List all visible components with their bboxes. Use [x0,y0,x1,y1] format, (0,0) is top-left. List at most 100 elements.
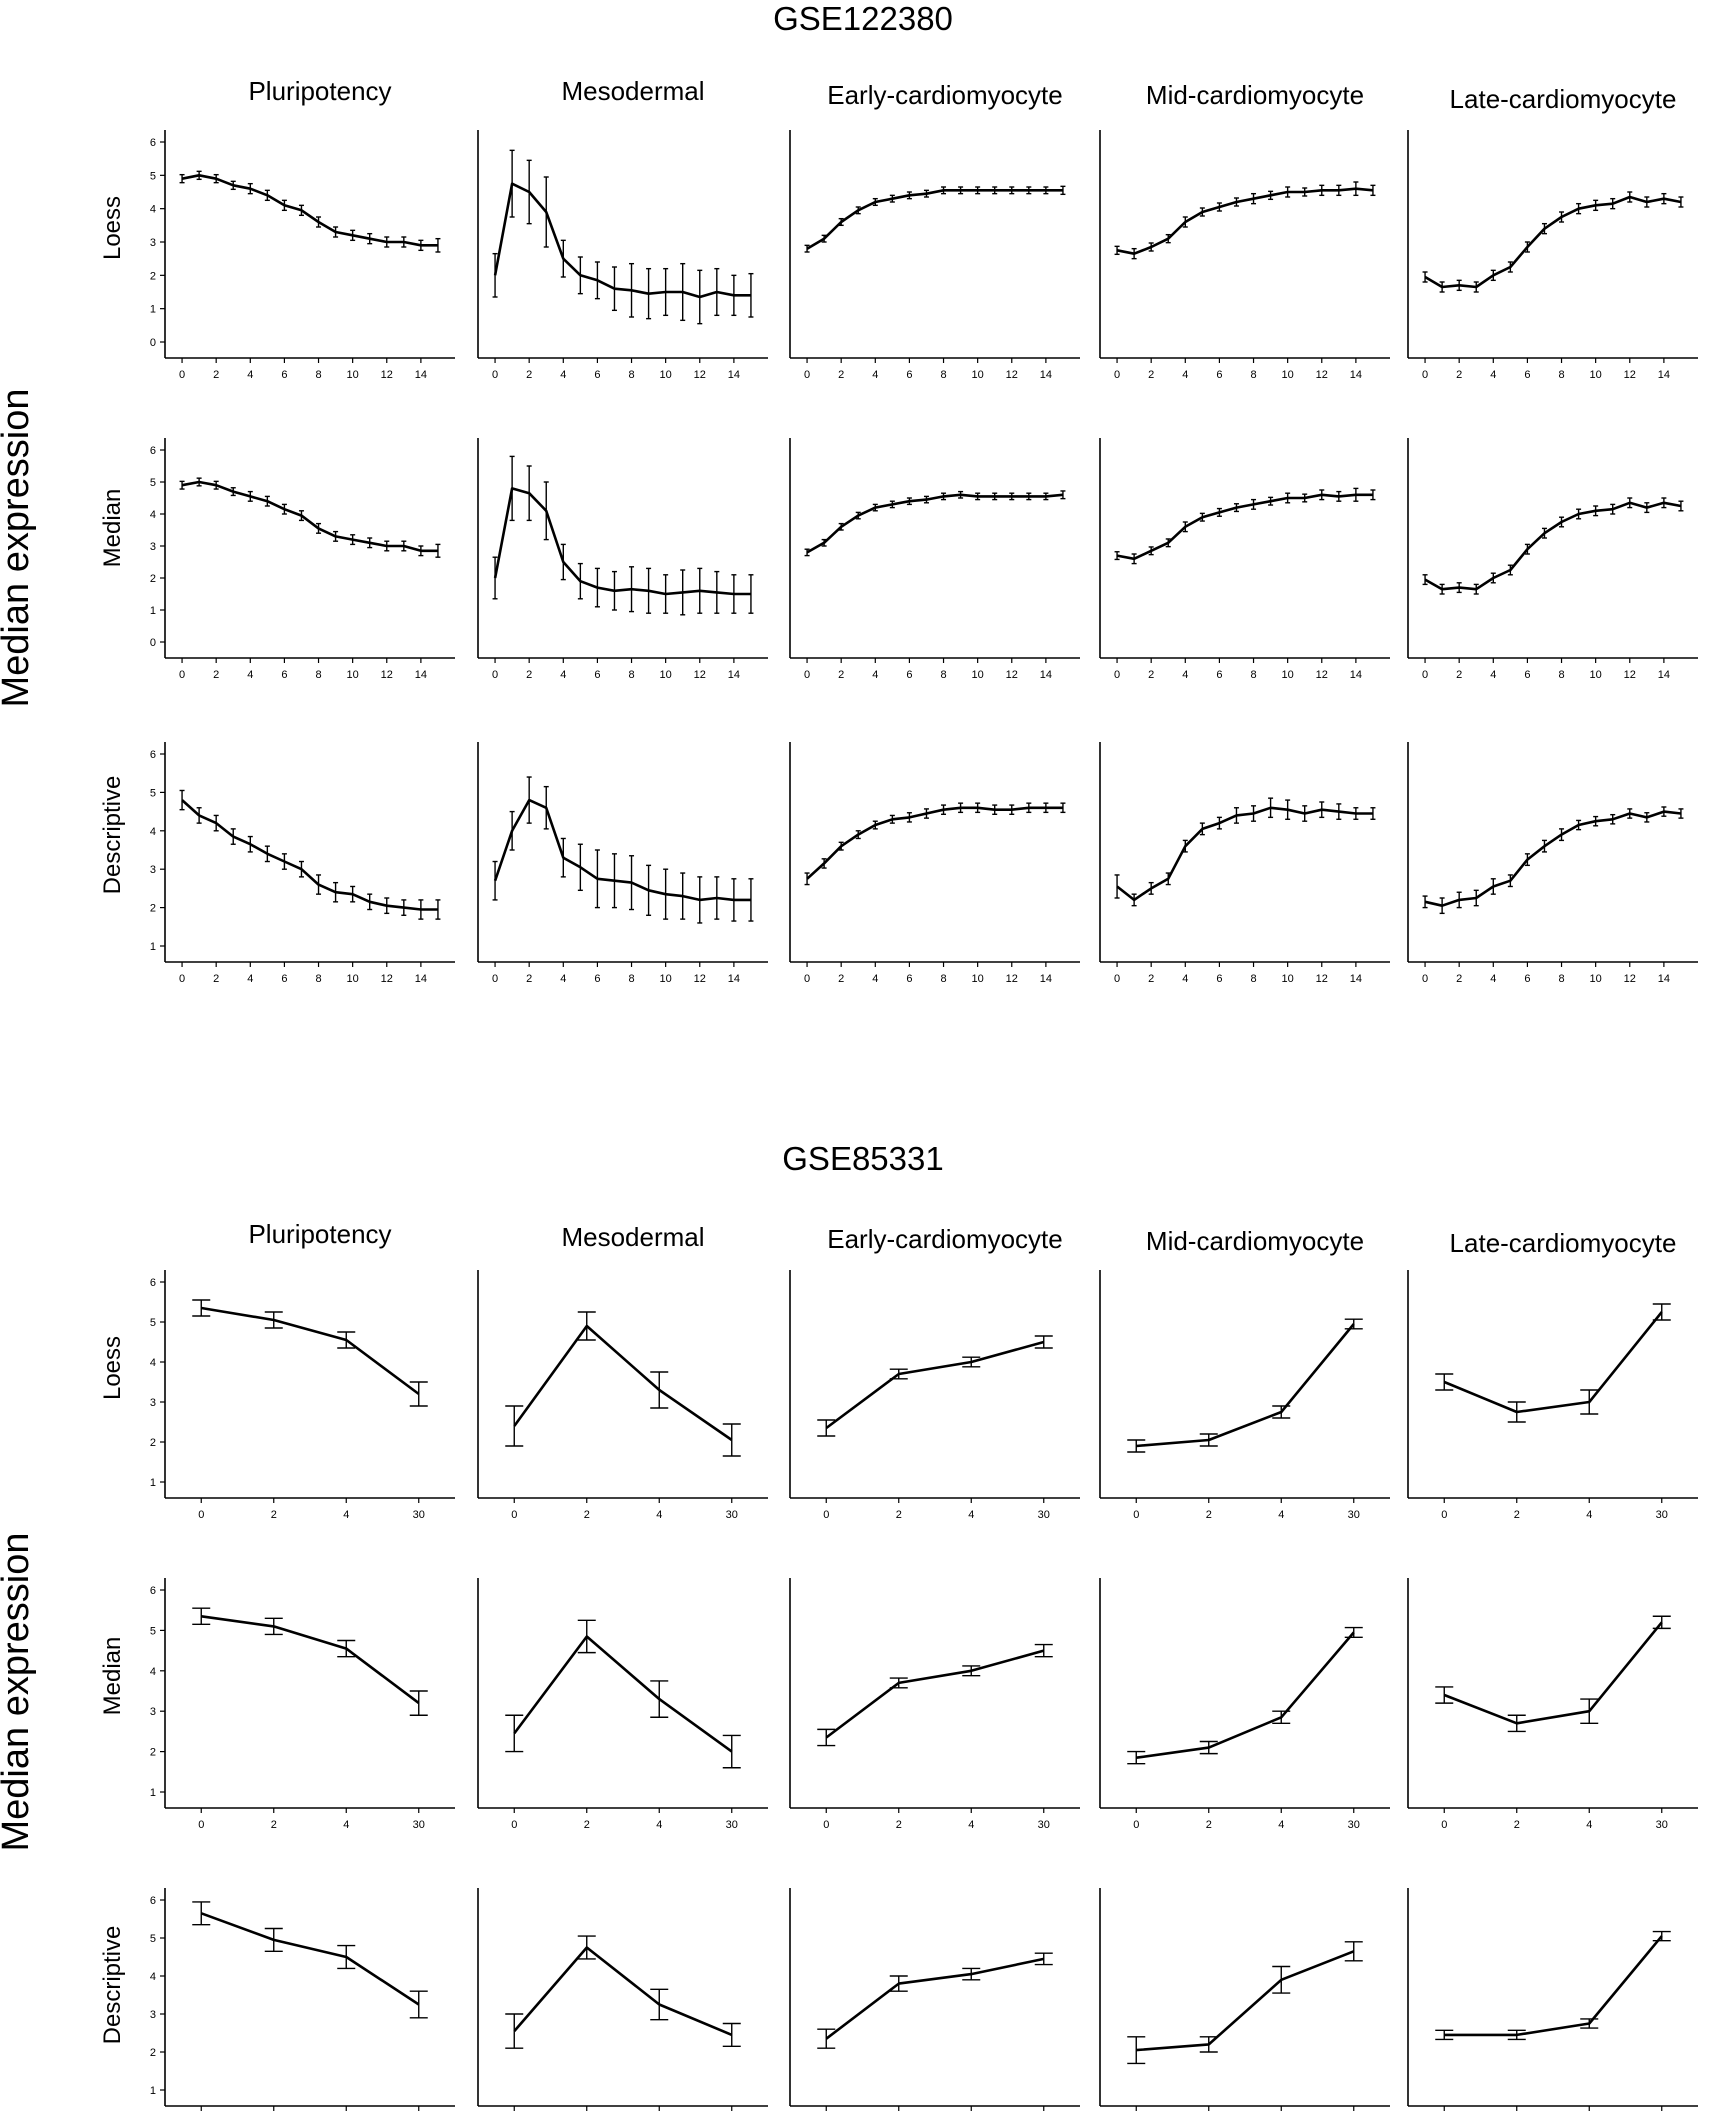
x-tick-label: 4 [968,1819,974,1831]
panel-GSE122380-r0-c2: 0 2 4 6 8 10 12 14 [789,130,1080,381]
y-tick-label: 1 [150,1787,156,1799]
x-tick-label: 30 [1656,1509,1668,1521]
panel-GSE122380-r2-c4: 0 2 4 6 8 10 12 14 [1407,742,1698,985]
x-tick-label: 14 [415,369,427,381]
panel-GSE85331-r0-c3: 0 2 4 30 [1099,1270,1390,1521]
y-tick-label: 5 [150,170,156,182]
series-line [513,1635,733,1753]
series-line [201,1615,420,1705]
x-tick-label: 2 [896,1819,902,1831]
panel-GSE122380-r1-c4: 0 2 4 6 8 10 12 14 [1407,438,1698,681]
x-tick-label: 6 [906,669,912,681]
y-tick-label: 4 [150,1357,156,1369]
x-tick-label: 8 [628,369,634,381]
panel-GSE85331-r1-c4: 0 2 4 30 [1407,1578,1698,1831]
x-tick-label: 6 [281,369,287,381]
section-title-gse122380: GSE122380 [773,0,953,37]
x-tick-label: 12 [1316,369,1328,381]
y-tick-label: 0 [150,337,156,349]
x-tick-label: 0 [1114,669,1120,681]
series-line [1424,195,1682,289]
x-tick-label: 2 [1148,369,1154,381]
x-tick-label: 6 [594,369,600,381]
y-tick-label: 2 [150,270,156,282]
col-title-mesodermal: Mesodermal [561,76,704,106]
series-line [1116,187,1374,255]
row-label-loess: Loess [99,196,126,260]
x-tick-label: 30 [1038,1509,1050,1521]
x-tick-label: 12 [694,669,706,681]
panel-GSE85331-r0-c2: 0 2 4 30 [789,1270,1080,1521]
x-tick-label: 10 [972,369,984,381]
x-tick-label: 10 [347,973,359,985]
series-line [1424,810,1682,908]
x-tick-label: 6 [906,369,912,381]
x-tick-label: 0 [511,1819,517,1831]
x-tick-label: 12 [1006,369,1018,381]
col-title-early-cardiomyocyte: Early-cardiomyocyte [827,1224,1063,1254]
x-tick-label: 14 [1040,973,1052,985]
x-tick-label: 2 [1206,1509,1212,1521]
x-tick-label: 2 [1456,369,1462,381]
y-tick-label: 3 [150,2009,156,2021]
y-tick-label: 4 [150,509,156,521]
x-tick-label: 2 [838,973,844,985]
x-tick-label: 0 [492,669,498,681]
x-tick-label: 0 [1441,1819,1447,1831]
series-line [1116,493,1373,561]
x-tick-label: 8 [315,669,321,681]
x-tick-label: 4 [872,973,878,985]
series-line [493,487,751,596]
x-tick-label: 14 [1658,973,1670,985]
x-tick-label: 4 [560,669,566,681]
x-tick-label: 0 [1422,973,1428,985]
x-tick-label: 4 [247,369,253,381]
y-tick-label: 1 [150,1477,156,1489]
x-tick-label: 4 [968,1509,974,1521]
series-line [181,480,438,553]
col-title-mid-cardiomyocyte: Mid-cardiomyocyte [1146,1226,1364,1256]
x-tick-label: 4 [247,973,253,985]
row-label-descriptive: Descriptive [99,776,126,895]
panel-GSE85331-r1-c3: 0 2 4 30 [1099,1578,1390,1831]
series-line [1444,1935,1663,2037]
y-tick-label: 4 [150,204,156,216]
x-tick-label: 0 [823,1819,829,1831]
y-tick-label: 2 [150,1747,156,1759]
x-tick-label: 8 [940,369,946,381]
x-tick-label: 14 [728,369,740,381]
x-tick-label: 8 [1558,669,1564,681]
x-tick-label: 8 [1250,973,1256,985]
series-line [806,189,1063,250]
panel-GSE122380-r2-c1: 0 2 4 6 8 10 12 14 [477,742,768,985]
x-tick-label: 2 [838,669,844,681]
x-tick-label: 0 [1114,369,1120,381]
panel-GSE122380-r0-c3: 0 2 4 6 8 10 12 14 [1099,130,1390,381]
x-tick-label: 4 [1586,1509,1592,1521]
x-tick-label: 6 [906,973,912,985]
x-tick-label: 12 [1006,973,1018,985]
y-tick-label: 6 [150,749,156,761]
x-tick-label: 14 [1040,669,1052,681]
x-tick-label: 0 [1422,369,1428,381]
series-line [825,1649,1045,1739]
x-tick-label: 4 [872,669,878,681]
x-tick-label: 10 [1282,973,1294,985]
x-tick-label: 30 [1348,1509,1360,1521]
x-tick-label: 10 [347,669,359,681]
y-tick-label: 3 [150,541,156,553]
panel-GSE122380-r1-c2: 0 2 4 6 8 10 12 14 [789,438,1080,681]
x-tick-label: 2 [271,1509,277,1521]
y-tick-label: 3 [150,237,156,249]
x-tick-label: 14 [728,669,740,681]
col-title-pluripotency: Pluripotency [248,1219,391,1249]
series-line [1443,1311,1663,1414]
x-tick-label: 14 [1350,973,1362,985]
x-tick-label: 0 [1133,1819,1139,1831]
panel-GSE85331-r1-c2: 0 2 4 30 [789,1578,1080,1831]
series-line [513,1324,733,1442]
